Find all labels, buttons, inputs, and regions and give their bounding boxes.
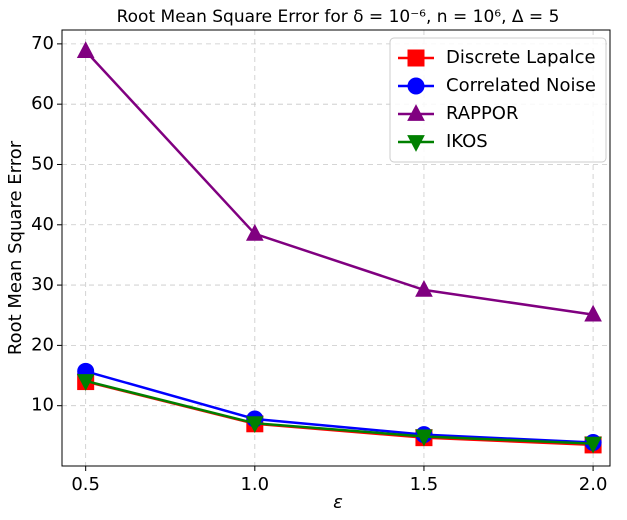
legend-label: Discrete Lapalce	[446, 47, 596, 68]
marker	[407, 49, 425, 67]
x-tick-label: 1.5	[410, 474, 439, 495]
x-tick-label: 0.5	[71, 474, 100, 495]
marker	[245, 223, 264, 241]
marker	[407, 77, 425, 95]
y-axis-label: Root Mean Square Error	[5, 140, 26, 355]
y-tick-label: 30	[31, 274, 54, 295]
x-tick-label: 2.0	[579, 474, 608, 495]
y-tick-label: 10	[31, 395, 54, 416]
marker	[584, 304, 602, 322]
legend-box	[389, 37, 607, 163]
marker	[76, 374, 95, 391]
chart-title: Root Mean Square Error for δ = 10⁻⁶, n =…	[117, 7, 560, 27]
marker	[407, 104, 425, 121]
marker	[415, 429, 433, 447]
series-line	[84, 50, 594, 316]
legend-label: IKOS	[446, 131, 488, 152]
marker	[407, 135, 425, 152]
y-tick-label: 40	[31, 214, 54, 235]
x-tick-label: 1.0	[240, 474, 269, 495]
series-line	[85, 370, 594, 444]
marker	[584, 436, 602, 454]
y-tick-label: 70	[31, 33, 54, 54]
series-line	[85, 380, 594, 447]
marker	[415, 280, 433, 297]
legend-label: Correlated Noise	[446, 75, 596, 96]
legend-label: RAPPOR	[446, 103, 518, 124]
y-tick-label: 20	[31, 334, 54, 355]
y-tick-label: 60	[31, 93, 54, 114]
y-tick-label: 50	[31, 153, 54, 174]
marker	[76, 41, 95, 59]
plot-frame	[61, 29, 611, 467]
marker	[245, 416, 264, 434]
x-axis-label: ε	[333, 492, 343, 513]
series-line	[85, 379, 594, 445]
